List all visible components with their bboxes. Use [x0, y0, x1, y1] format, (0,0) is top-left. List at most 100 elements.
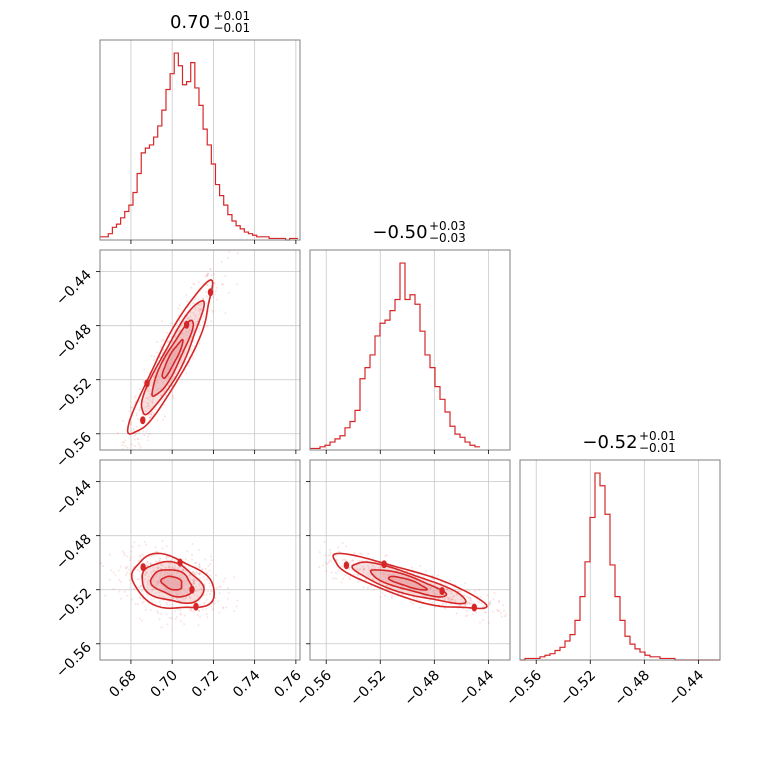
scatter-point	[146, 586, 149, 589]
histogram-bin	[620, 620, 625, 660]
scatter-point	[151, 587, 154, 590]
scatter-point	[138, 409, 141, 412]
scatter-point	[103, 470, 105, 472]
scatter-point	[125, 567, 128, 570]
histogram-bin	[600, 486, 605, 660]
scatter-point	[477, 600, 480, 603]
scatter-point	[460, 598, 463, 601]
scatter-point	[492, 598, 495, 601]
scatter-point	[121, 441, 124, 444]
scatter-point	[443, 607, 446, 610]
scatter-point	[454, 599, 457, 602]
scatter-point	[194, 296, 197, 299]
x-tick-label: −0.56	[503, 667, 545, 709]
scatter-point	[363, 568, 366, 571]
scatter-point	[451, 598, 454, 601]
scatter-point	[206, 283, 209, 286]
scatter-point	[205, 572, 208, 575]
scatter-point	[203, 583, 206, 586]
y-tick-label: −0.48	[53, 531, 95, 573]
axes-frame	[99, 249, 301, 451]
scatter-point	[176, 568, 179, 571]
scatter-point	[125, 594, 128, 597]
scatter-point	[195, 585, 198, 588]
scatter-point	[158, 566, 161, 569]
scatter-point	[146, 582, 149, 585]
histogram-bin	[182, 85, 186, 240]
scatter-point	[174, 565, 177, 568]
scatter-point	[160, 320, 163, 323]
scatter-point	[441, 603, 444, 606]
contour-island	[343, 561, 350, 570]
scatter-point	[190, 286, 193, 289]
scatter-point	[142, 401, 145, 404]
scatter-point	[169, 380, 172, 383]
scatter-point	[193, 577, 196, 580]
histogram-bin	[400, 263, 405, 450]
scatter-point	[146, 594, 149, 597]
scatter-point	[133, 587, 136, 590]
scatter-point	[147, 396, 150, 399]
scatter-point	[455, 593, 458, 596]
scatter-point	[351, 559, 354, 562]
scatter-point	[170, 617, 173, 620]
scatter-point	[153, 569, 156, 572]
scatter-point	[337, 546, 340, 549]
histogram-bin	[224, 205, 228, 240]
scatter-point	[212, 295, 215, 298]
axes-frame	[99, 459, 301, 661]
scatter-point	[174, 610, 177, 613]
scatter-point	[125, 566, 128, 569]
scatter-point	[227, 291, 230, 294]
scatter-point	[144, 406, 147, 409]
scatter-point	[128, 410, 131, 413]
scatter-point	[184, 597, 187, 600]
scatter-point	[449, 579, 452, 582]
contour-level	[130, 552, 215, 610]
scatter-point	[158, 559, 161, 562]
scatter-point	[138, 555, 141, 558]
histogram-bin	[325, 445, 330, 450]
scatter-point	[197, 281, 200, 284]
scatter-point	[139, 554, 142, 557]
scatter-point	[173, 567, 176, 570]
scatter-point	[136, 603, 139, 606]
grid-lines	[100, 460, 300, 660]
histogram-step-line	[310, 262, 480, 450]
scatter-point	[446, 588, 449, 591]
scatter-point	[455, 593, 458, 596]
scatter-point	[372, 577, 375, 580]
scatter-point	[167, 564, 170, 567]
scatter-point	[206, 325, 209, 328]
scatter-point	[390, 596, 393, 599]
scatter-point	[152, 598, 155, 601]
scatter-point	[150, 380, 153, 383]
scatter-point	[424, 570, 427, 573]
scatter-point	[124, 470, 126, 472]
histogram-bin	[555, 650, 560, 660]
scatter-point	[451, 595, 454, 598]
scatter-point	[450, 598, 453, 601]
scatter-point	[246, 219, 248, 221]
histogram-bin	[178, 66, 182, 240]
scatter-point	[180, 620, 183, 623]
grid-lines	[325, 250, 489, 450]
histogram-bin	[580, 597, 585, 660]
scatter-point	[153, 374, 156, 377]
scatter-point	[529, 637, 531, 639]
scatter-point	[502, 604, 505, 607]
x-tick-label: 0.68	[106, 668, 139, 701]
scatter-point	[327, 554, 330, 557]
scatter-point	[198, 609, 201, 612]
scatter-point	[161, 591, 164, 594]
scatter-point	[82, 562, 84, 564]
x-tick-label: 0.74	[230, 667, 263, 700]
scatter-point	[148, 404, 151, 407]
scatter-point	[205, 612, 208, 615]
contour-island	[193, 602, 199, 611]
scatter-point	[150, 573, 153, 576]
histogram-bin	[645, 655, 650, 660]
scatter-point	[197, 624, 200, 627]
scatter-point	[430, 601, 433, 604]
histogram-bin	[445, 412, 450, 450]
